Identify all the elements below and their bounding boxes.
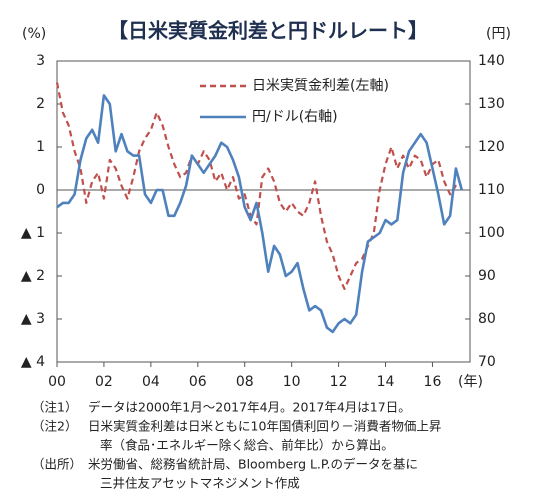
series-line	[56, 94, 464, 334]
note-text: 日米実質金利差は日米ともに10年国債利回り－消費者物価上昇	[88, 419, 441, 434]
y-tick-label: ▲ 3	[21, 311, 45, 327]
x-unit: (年)	[458, 374, 483, 390]
y-tick-label: 1	[36, 139, 45, 155]
note-label: （注2）	[32, 419, 77, 434]
x-tick-label: 04	[142, 374, 160, 390]
y2-tick-label: 90	[478, 268, 496, 284]
note-label: （注1）	[32, 400, 77, 415]
y-tick-label: ▲ 2	[21, 268, 45, 284]
y-tick-label: 2	[36, 96, 45, 112]
y-tick-label: 0	[36, 182, 45, 198]
y2-tick-label: 80	[478, 311, 496, 327]
x-tick-label: 06	[189, 374, 207, 390]
y-unit: (%)	[22, 26, 46, 42]
x-tick-label: 08	[236, 374, 254, 390]
y2-tick-label: 70	[478, 354, 496, 370]
x-tick-label: 16	[424, 374, 442, 390]
note-text: データは2000年1月～2017年4月。2017年4月は17日。	[88, 400, 411, 415]
x-tick-label: 00	[48, 374, 66, 390]
y2-unit: (円)	[486, 26, 511, 42]
note-label: （出所）	[32, 457, 82, 472]
y2-tick-label: 100	[478, 225, 505, 241]
x-tick-label: 02	[95, 374, 113, 390]
y-tick-label: ▲ 1	[21, 225, 45, 241]
x-tick-label: 12	[330, 374, 348, 390]
chart-title: 【日米実質金利差と円ドルレート】	[108, 19, 428, 43]
y2-tick-label: 130	[478, 96, 505, 112]
y2-tick-label: 110	[478, 182, 505, 198]
note-text: 米労働省、総務省統計局、Bloomberg L.P.のデータを基に	[88, 457, 418, 472]
legend-label: 日米実質金利差(左軸)	[252, 78, 389, 94]
plot-frame	[56, 60, 471, 363]
y2-tick-label: 120	[478, 139, 505, 155]
y-tick-label: 3	[36, 53, 45, 69]
y-tick-label: ▲ 4	[21, 354, 45, 370]
note-text: 三井住友アセットマネジメント作成	[100, 476, 300, 491]
legend-label: 円/ドル(右軸)	[252, 109, 338, 125]
x-tick-label: 14	[377, 374, 395, 390]
y2-tick-label: 140	[478, 53, 505, 69]
note-text: 率（食品･エネルギー除く総合、前年比）から算出。	[100, 438, 394, 453]
x-tick-label: 10	[283, 374, 301, 390]
